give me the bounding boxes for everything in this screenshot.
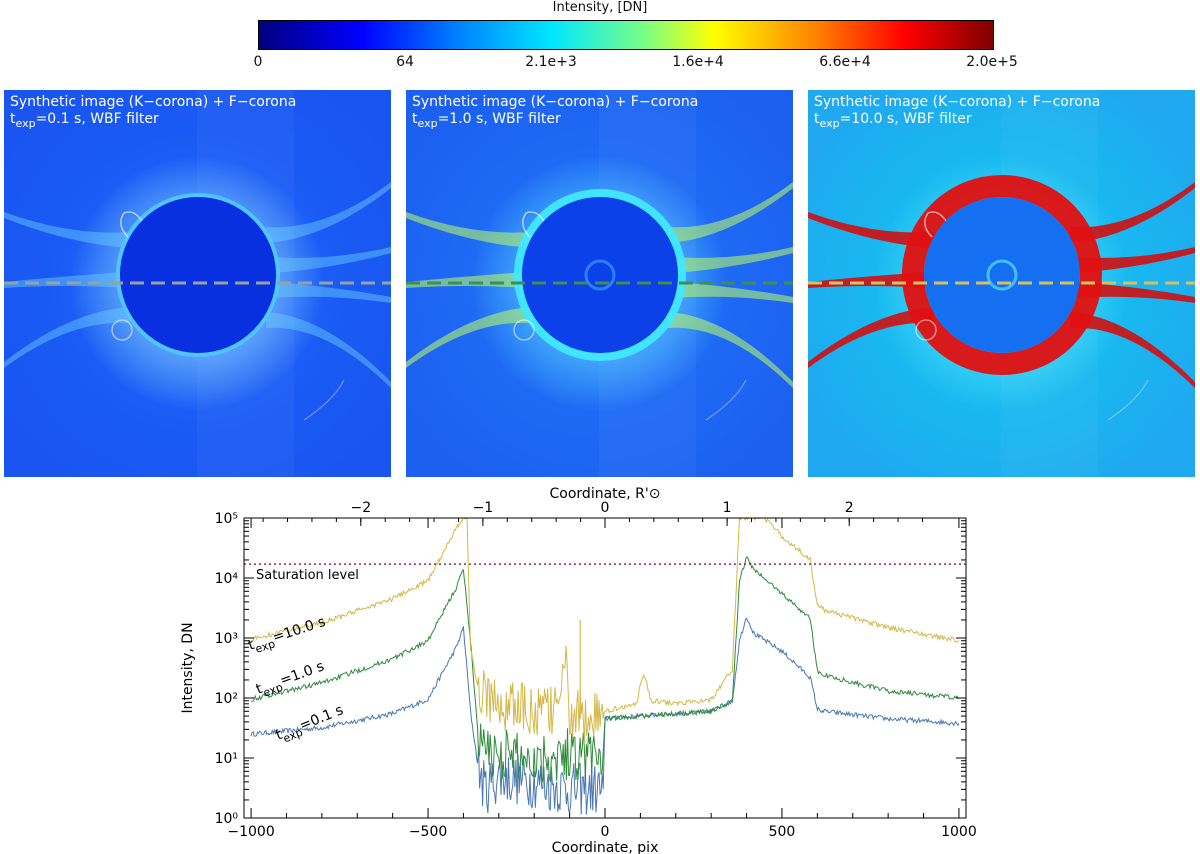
top-tick-label: 2 xyxy=(845,500,854,516)
faint-arc xyxy=(303,379,345,421)
coronal-loop xyxy=(924,211,947,238)
t-subscript: exp xyxy=(417,116,438,130)
occulted-disk xyxy=(924,197,1080,353)
y-tick-label: 10² xyxy=(215,691,238,707)
colorbar-tick-label: 0 xyxy=(253,54,263,70)
inner-ring xyxy=(986,259,1018,291)
inner-ring xyxy=(584,259,616,291)
t-symbol: t xyxy=(10,111,16,127)
corona-image-panel-1: Synthetic image (K−corona) + F−corona te… xyxy=(4,90,391,477)
top-tick-label: 0 xyxy=(601,500,610,516)
corona-ring xyxy=(116,193,280,357)
corona-image xyxy=(808,90,1195,477)
top-axis-label: Coordinate, R'⊙ xyxy=(550,486,661,502)
x-axis-label: Coordinate, pix xyxy=(552,840,659,854)
panel-label: Synthetic image (K−corona) + F−corona te… xyxy=(814,94,1100,132)
t-subscript: exp xyxy=(819,116,840,130)
panel-label-line2: =10.0 s, WBF filter xyxy=(839,111,972,127)
series-label-2: texp=10.0 s xyxy=(246,614,328,658)
colorbar xyxy=(258,20,994,50)
series-label-1: texp=1.0 s xyxy=(254,658,328,701)
coronal-streamer xyxy=(1075,282,1195,303)
colorbar-tick-label: 6.6e+4 xyxy=(819,54,871,70)
colorbar-tick-label: 2.1e+3 xyxy=(525,54,577,70)
coronal-streamer xyxy=(271,282,391,303)
coronal-streamer xyxy=(808,307,934,368)
coronal-streamer xyxy=(1075,247,1195,273)
t-subscript: exp xyxy=(15,116,36,130)
panel-label-line1: Synthetic image (K−corona) + F−corona xyxy=(412,94,699,110)
y-tick-label: 10¹ xyxy=(215,751,238,767)
y-tick-label: 10⁵ xyxy=(215,511,238,527)
y-tick-label: 10³ xyxy=(215,631,238,647)
panel-label-line2: =1.0 s, WBF filter xyxy=(437,111,561,127)
plot-frame xyxy=(243,517,967,819)
y-tick-label: 10⁰ xyxy=(215,811,239,827)
intensity-profile-chart: Saturation level −1000 −500 0 500 1000 −2 −1 0 1 2… xyxy=(180,486,977,854)
faint-arc xyxy=(1107,379,1149,421)
colorbar-title: Intensity, [DN] xyxy=(552,0,648,15)
panel-label-line2: =0.1 s, WBF filter xyxy=(35,111,159,127)
corona-ring xyxy=(514,189,686,361)
corona-image-panel-3: Synthetic image (K−corona) + F−corona te… xyxy=(808,90,1195,477)
coronal-loop xyxy=(120,211,143,238)
t-symbol: t xyxy=(412,111,418,127)
coronal-streamer xyxy=(266,312,391,388)
coronal-loop xyxy=(915,319,937,341)
top-tick-label: −1 xyxy=(473,500,494,516)
coronal-streamer xyxy=(4,307,130,368)
coronal-streamer xyxy=(4,212,130,248)
coronal-streamer xyxy=(673,247,793,273)
x-tick-label: 0 xyxy=(601,824,610,840)
x-tick-label: 500 xyxy=(769,824,796,840)
series-line-0 xyxy=(250,617,960,815)
coronal-loop xyxy=(513,319,535,341)
top-tick-label: −2 xyxy=(350,500,371,516)
coronal-streamer xyxy=(668,312,793,388)
coronal-streamer xyxy=(668,182,793,243)
coronal-streamer xyxy=(406,212,532,248)
panel-label: Synthetic image (K−corona) + F−corona te… xyxy=(412,94,698,132)
coronal-streamer xyxy=(406,307,532,368)
series-line-2 xyxy=(250,518,960,745)
coronal-streamer xyxy=(673,282,793,303)
colorbar-tick-label: 1.6e+4 xyxy=(672,54,724,70)
corona-ring xyxy=(902,175,1102,375)
t-symbol: t xyxy=(814,111,820,127)
coronal-loop xyxy=(522,211,545,238)
corona-image xyxy=(4,90,391,477)
panel-label-line1: Synthetic image (K−corona) + F−corona xyxy=(814,94,1101,110)
faint-arc xyxy=(705,379,747,421)
coronal-loop xyxy=(111,319,133,341)
occulted-disk xyxy=(120,197,276,353)
saturation-label: Saturation level xyxy=(256,568,359,583)
x-tick-label: −500 xyxy=(409,824,447,840)
coronal-streamer xyxy=(266,182,391,243)
series-line-1 xyxy=(251,556,960,783)
colorbar-tick-label: 2.0e+5 xyxy=(966,54,1018,70)
top-tick-label: 1 xyxy=(723,500,732,516)
colorbar-tick-label: 64 xyxy=(396,54,414,70)
corona-image xyxy=(406,90,793,477)
x-tick-label: −1000 xyxy=(227,824,274,840)
panel-label-line1: Synthetic image (K−corona) + F−corona xyxy=(10,94,297,110)
coronal-streamer xyxy=(808,212,934,248)
corona-image-panel-2: Synthetic image (K−corona) + F−corona te… xyxy=(406,90,793,477)
panel-label: Synthetic image (K−corona) + F−corona te… xyxy=(10,94,296,132)
y-tick-label: 10⁴ xyxy=(215,571,239,587)
coronal-streamer xyxy=(1070,182,1195,243)
x-tick-label: 1000 xyxy=(941,824,977,840)
y-axis-label: Intensity, DN xyxy=(180,622,196,713)
occulted-disk xyxy=(522,197,678,353)
coronal-streamer xyxy=(271,247,391,273)
